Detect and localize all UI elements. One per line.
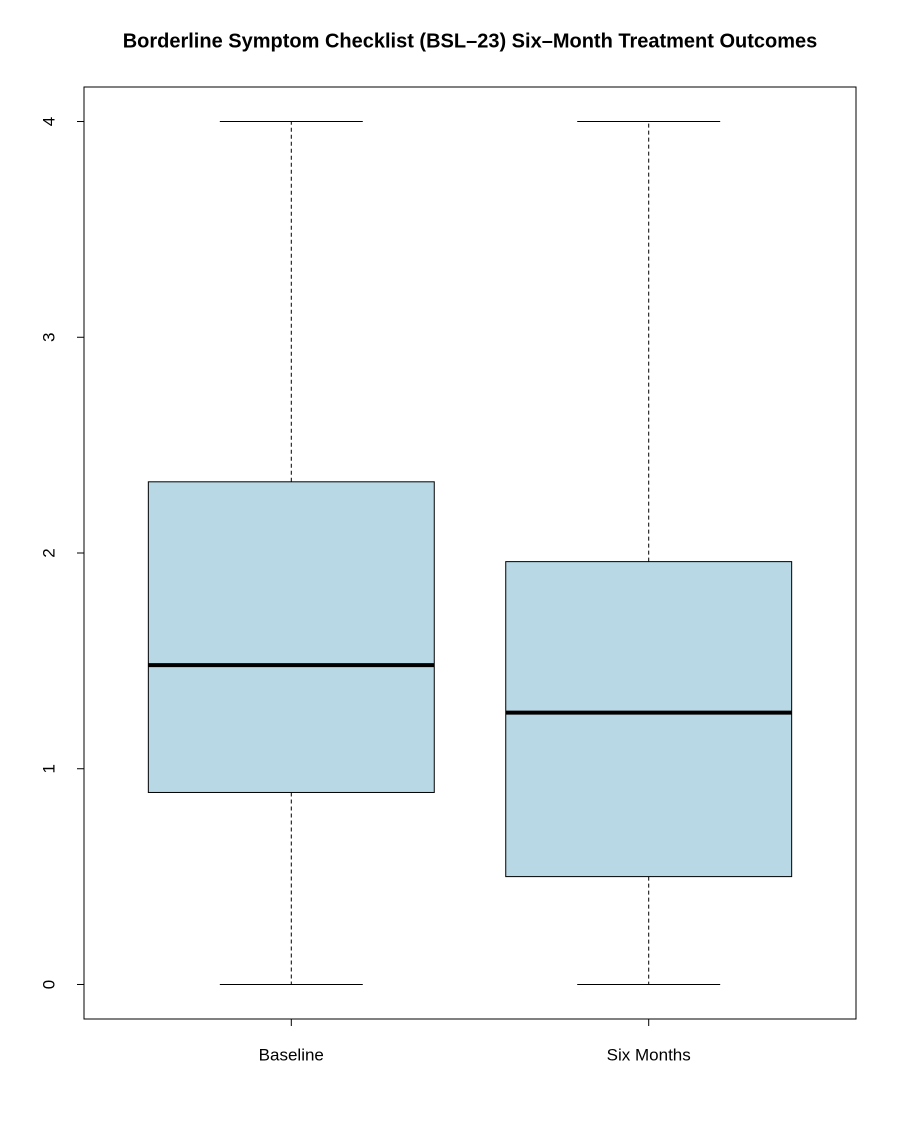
x-tick-label: Baseline [259, 1045, 324, 1064]
box [147, 481, 435, 793]
y-tick-label: 0 [39, 980, 58, 989]
y-tick-label: 1 [39, 764, 58, 773]
y-tick-label: 2 [39, 548, 58, 557]
y-tick-label: 4 [39, 117, 58, 126]
box [505, 561, 793, 878]
x-tick-label: Six Months [607, 1045, 691, 1064]
y-tick-label: 3 [39, 333, 58, 342]
chart-title: Borderline Symptom Checklist (BSL–23) Si… [123, 30, 818, 52]
